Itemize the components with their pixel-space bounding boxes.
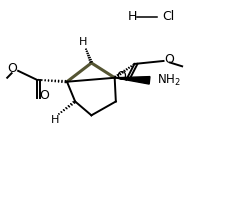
Text: H: H [78,37,87,47]
Text: O: O [165,53,174,66]
Polygon shape [115,77,150,84]
Text: O: O [117,70,127,83]
Text: H: H [51,115,59,125]
Text: Cl: Cl [162,10,174,23]
Text: NH$_2$: NH$_2$ [157,73,181,88]
Text: O: O [7,62,17,75]
Text: O: O [39,89,49,102]
Text: H: H [128,10,137,23]
